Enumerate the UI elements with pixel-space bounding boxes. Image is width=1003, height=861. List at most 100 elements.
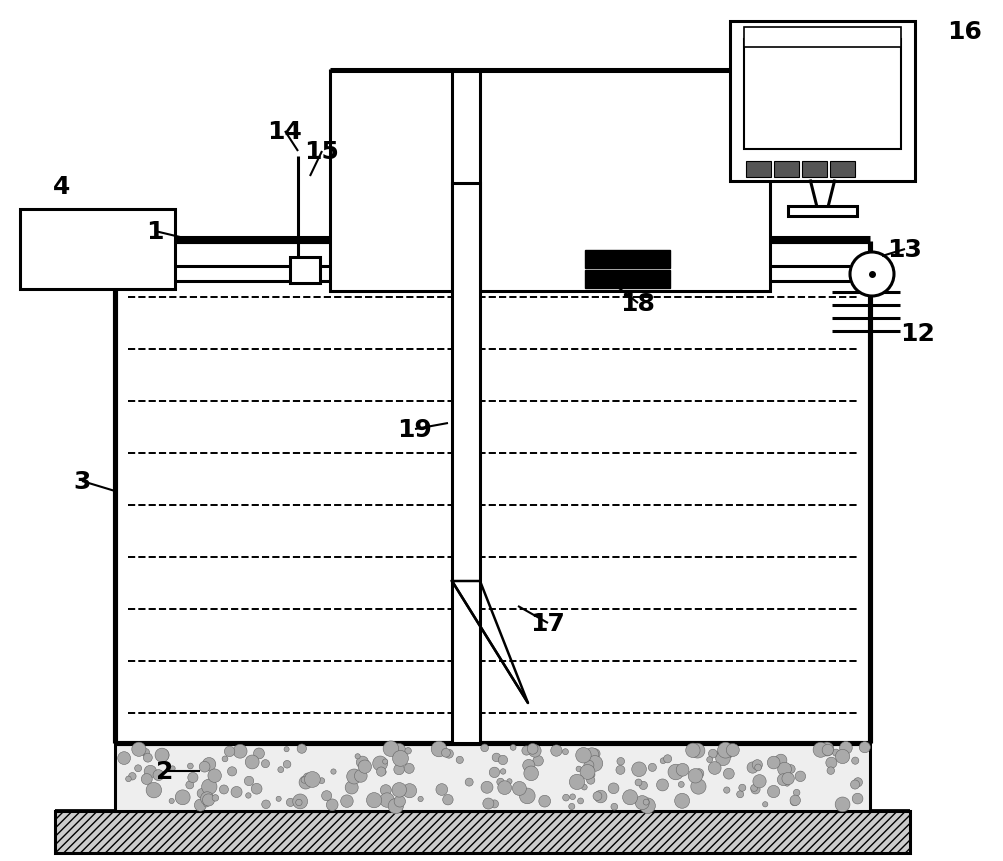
Circle shape [723,787,729,793]
Circle shape [188,763,193,769]
Circle shape [176,790,190,805]
Circle shape [794,771,804,782]
Bar [743,28,900,48]
Circle shape [528,745,541,758]
Circle shape [533,756,543,766]
Circle shape [616,758,624,765]
Circle shape [117,752,130,765]
Circle shape [834,749,849,764]
Circle shape [569,794,575,800]
Circle shape [776,774,788,785]
Circle shape [392,751,408,766]
Circle shape [141,749,149,757]
Circle shape [379,793,394,808]
Circle shape [792,790,799,796]
Circle shape [736,791,743,798]
Circle shape [231,787,242,797]
Circle shape [585,748,598,762]
Circle shape [608,783,618,794]
Circle shape [663,755,671,763]
Circle shape [859,742,870,753]
Circle shape [444,749,453,759]
Circle shape [430,741,446,757]
Text: 3: 3 [73,469,90,493]
Circle shape [539,796,550,807]
Circle shape [685,743,699,758]
Circle shape [134,765,141,771]
Circle shape [301,777,307,784]
Circle shape [143,753,152,762]
Circle shape [303,773,311,782]
Circle shape [785,765,794,773]
Circle shape [693,769,703,778]
Circle shape [330,769,336,774]
Text: 2: 2 [156,759,174,784]
Circle shape [851,757,858,765]
Text: 4: 4 [53,175,70,199]
Circle shape [523,759,535,771]
Circle shape [789,796,799,806]
Circle shape [762,802,767,807]
Circle shape [391,783,406,797]
Bar [773,162,798,177]
Circle shape [635,779,641,786]
Circle shape [754,765,760,771]
Circle shape [244,777,254,786]
Circle shape [819,742,833,756]
Bar [115,743,870,811]
Circle shape [297,744,306,753]
Circle shape [128,772,136,780]
Circle shape [656,779,668,791]
Circle shape [752,775,765,788]
Circle shape [435,784,447,796]
Circle shape [392,744,405,757]
Circle shape [345,781,358,794]
Circle shape [569,774,584,790]
Circle shape [717,742,733,759]
Circle shape [188,772,198,783]
Circle shape [404,764,414,773]
Circle shape [388,798,403,814]
Circle shape [383,741,398,757]
Circle shape [594,790,607,803]
Circle shape [356,756,368,768]
Circle shape [201,792,214,805]
Text: 15: 15 [304,139,339,164]
Circle shape [203,758,216,771]
Circle shape [635,796,649,809]
Circle shape [464,778,472,786]
Bar [829,162,855,177]
Circle shape [417,796,423,802]
Circle shape [831,749,839,756]
Bar [745,162,770,177]
Circle shape [590,749,600,759]
Circle shape [246,793,251,798]
Circle shape [358,760,371,773]
Circle shape [212,795,219,802]
Text: 16: 16 [947,20,982,44]
Circle shape [380,769,386,775]
Circle shape [584,760,594,771]
Bar [743,40,900,150]
Circle shape [224,746,235,757]
Circle shape [276,796,281,802]
Text: 14: 14 [267,120,302,144]
Circle shape [725,744,738,757]
Circle shape [852,793,863,804]
Circle shape [738,784,745,791]
Circle shape [723,768,733,779]
Text: 13: 13 [887,238,922,262]
Circle shape [575,747,591,763]
Circle shape [197,789,207,798]
Circle shape [551,745,562,756]
Circle shape [283,760,291,768]
Circle shape [751,759,761,770]
Circle shape [586,776,594,784]
Circle shape [380,784,391,796]
Circle shape [777,762,790,776]
Circle shape [750,785,759,794]
Circle shape [354,770,367,783]
Circle shape [834,797,850,812]
Circle shape [254,748,264,759]
Circle shape [766,785,779,798]
